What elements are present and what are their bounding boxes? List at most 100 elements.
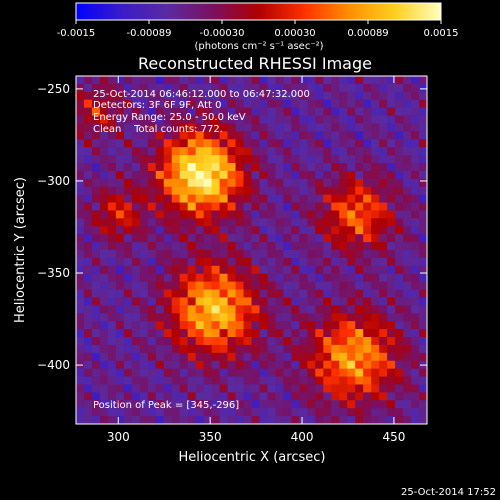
heatmap-cell	[355, 337, 364, 346]
heatmap-cell	[243, 360, 252, 370]
heatmap-cell	[203, 313, 213, 322]
heatmap-cell	[363, 163, 372, 172]
heatmap-cell	[291, 115, 300, 124]
heatmap-cell	[179, 163, 189, 172]
heatmap-cell	[283, 202, 292, 211]
heatmap-cell	[243, 210, 252, 219]
heatmap-cell	[243, 186, 252, 196]
heatmap-cell	[275, 376, 284, 385]
heatmap-cell	[355, 313, 364, 322]
heatmap-cell	[171, 226, 181, 235]
heatmap-cell	[379, 155, 388, 164]
heatmap-image	[76, 76, 428, 425]
heatmap-cell	[195, 163, 205, 172]
heatmap-cell	[355, 408, 364, 417]
heatmap-cell	[131, 186, 141, 196]
heatmap-cell	[91, 360, 101, 370]
heatmap-cell	[107, 416, 117, 425]
heatmap-cell	[139, 352, 149, 362]
heatmap-cell	[131, 234, 141, 243]
heatmap-cell	[235, 99, 244, 109]
heatmap-cell	[163, 376, 173, 385]
heatmap-cell	[395, 131, 404, 140]
heatmap-cell	[171, 392, 181, 401]
heatmap-cell	[283, 384, 292, 393]
heatmap-cell	[411, 368, 420, 377]
heatmap-cell	[235, 234, 244, 243]
heatmap-cell	[139, 344, 149, 354]
heatmap-cell	[395, 139, 404, 148]
heatmap-cell	[331, 337, 340, 346]
heatmap-cell	[187, 115, 197, 124]
heatmap-cell	[139, 99, 149, 109]
heatmap-cell	[131, 337, 141, 346]
heatmap-cell	[147, 202, 157, 211]
heatmap-cell	[195, 416, 205, 425]
heatmap-cell	[131, 265, 141, 275]
heatmap-cell	[179, 194, 189, 203]
heatmap-cell	[251, 250, 260, 259]
peak-position-label: Position of Peak = [345,-296]	[93, 400, 239, 411]
heatmap-cell	[331, 226, 340, 235]
heatmap-cell	[131, 392, 141, 401]
heatmap-cell	[139, 194, 149, 203]
heatmap-cell	[187, 297, 197, 306]
heatmap-cell	[76, 337, 85, 346]
heatmap-cell	[179, 408, 189, 417]
annotation-detectors: Detectors: 3F 6F 9F, Att 0	[93, 100, 221, 111]
heatmap-cell	[395, 289, 404, 298]
x-tick-label: 350	[199, 430, 222, 444]
heatmap-cell	[419, 384, 428, 393]
heatmap-cell	[259, 218, 268, 227]
heatmap-cell	[179, 139, 189, 148]
heatmap-cell	[107, 344, 117, 354]
heatmap-cell	[139, 218, 149, 227]
heatmap-cell	[243, 123, 252, 132]
heatmap-cell	[307, 376, 316, 385]
heatmap-cell	[147, 313, 157, 322]
heatmap-cell	[299, 321, 308, 330]
heatmap-cell	[307, 234, 316, 243]
heatmap-cell	[331, 83, 340, 93]
heatmap-cell	[251, 337, 260, 346]
heatmap-cell	[283, 83, 292, 93]
heatmap-cell	[395, 250, 404, 259]
heatmap-cell	[107, 265, 117, 275]
heatmap-cell	[323, 368, 332, 377]
heatmap-cell	[347, 250, 356, 259]
heatmap-cell	[235, 147, 244, 156]
heatmap-cell	[171, 202, 181, 211]
heatmap-cell	[131, 210, 141, 219]
heatmap-cell	[195, 107, 205, 116]
heatmap-cell	[331, 218, 340, 227]
heatmap-cell	[371, 91, 380, 101]
heatmap-cell	[291, 234, 300, 243]
heatmap-cell	[307, 408, 316, 417]
heatmap-cell	[371, 337, 380, 346]
heatmap-cell	[267, 76, 276, 85]
heatmap-cell	[403, 83, 412, 93]
heatmap-cell	[291, 107, 300, 116]
heatmap-cell	[307, 178, 316, 188]
heatmap-cell	[387, 408, 396, 417]
heatmap-cell	[243, 155, 252, 164]
heatmap-cell	[251, 368, 260, 377]
heatmap-cell	[91, 91, 101, 101]
heatmap-cell	[147, 352, 157, 362]
heatmap-cell	[283, 131, 292, 140]
heatmap-cell	[235, 376, 244, 385]
heatmap-cell	[315, 107, 324, 116]
heatmap-cell	[91, 400, 101, 409]
heatmap-cell	[163, 234, 173, 243]
heatmap-cell	[76, 194, 85, 203]
heatmap-cell	[403, 265, 412, 275]
heatmap-cell	[123, 360, 133, 370]
heatmap-cell	[139, 329, 149, 338]
heatmap-cell	[411, 147, 420, 156]
heatmap-cell	[339, 131, 348, 140]
heatmap-cell	[323, 344, 332, 354]
heatmap-cell	[115, 194, 125, 203]
heatmap-cell	[91, 337, 101, 346]
heatmap-cell	[331, 368, 340, 377]
heatmap-cell	[259, 337, 268, 346]
